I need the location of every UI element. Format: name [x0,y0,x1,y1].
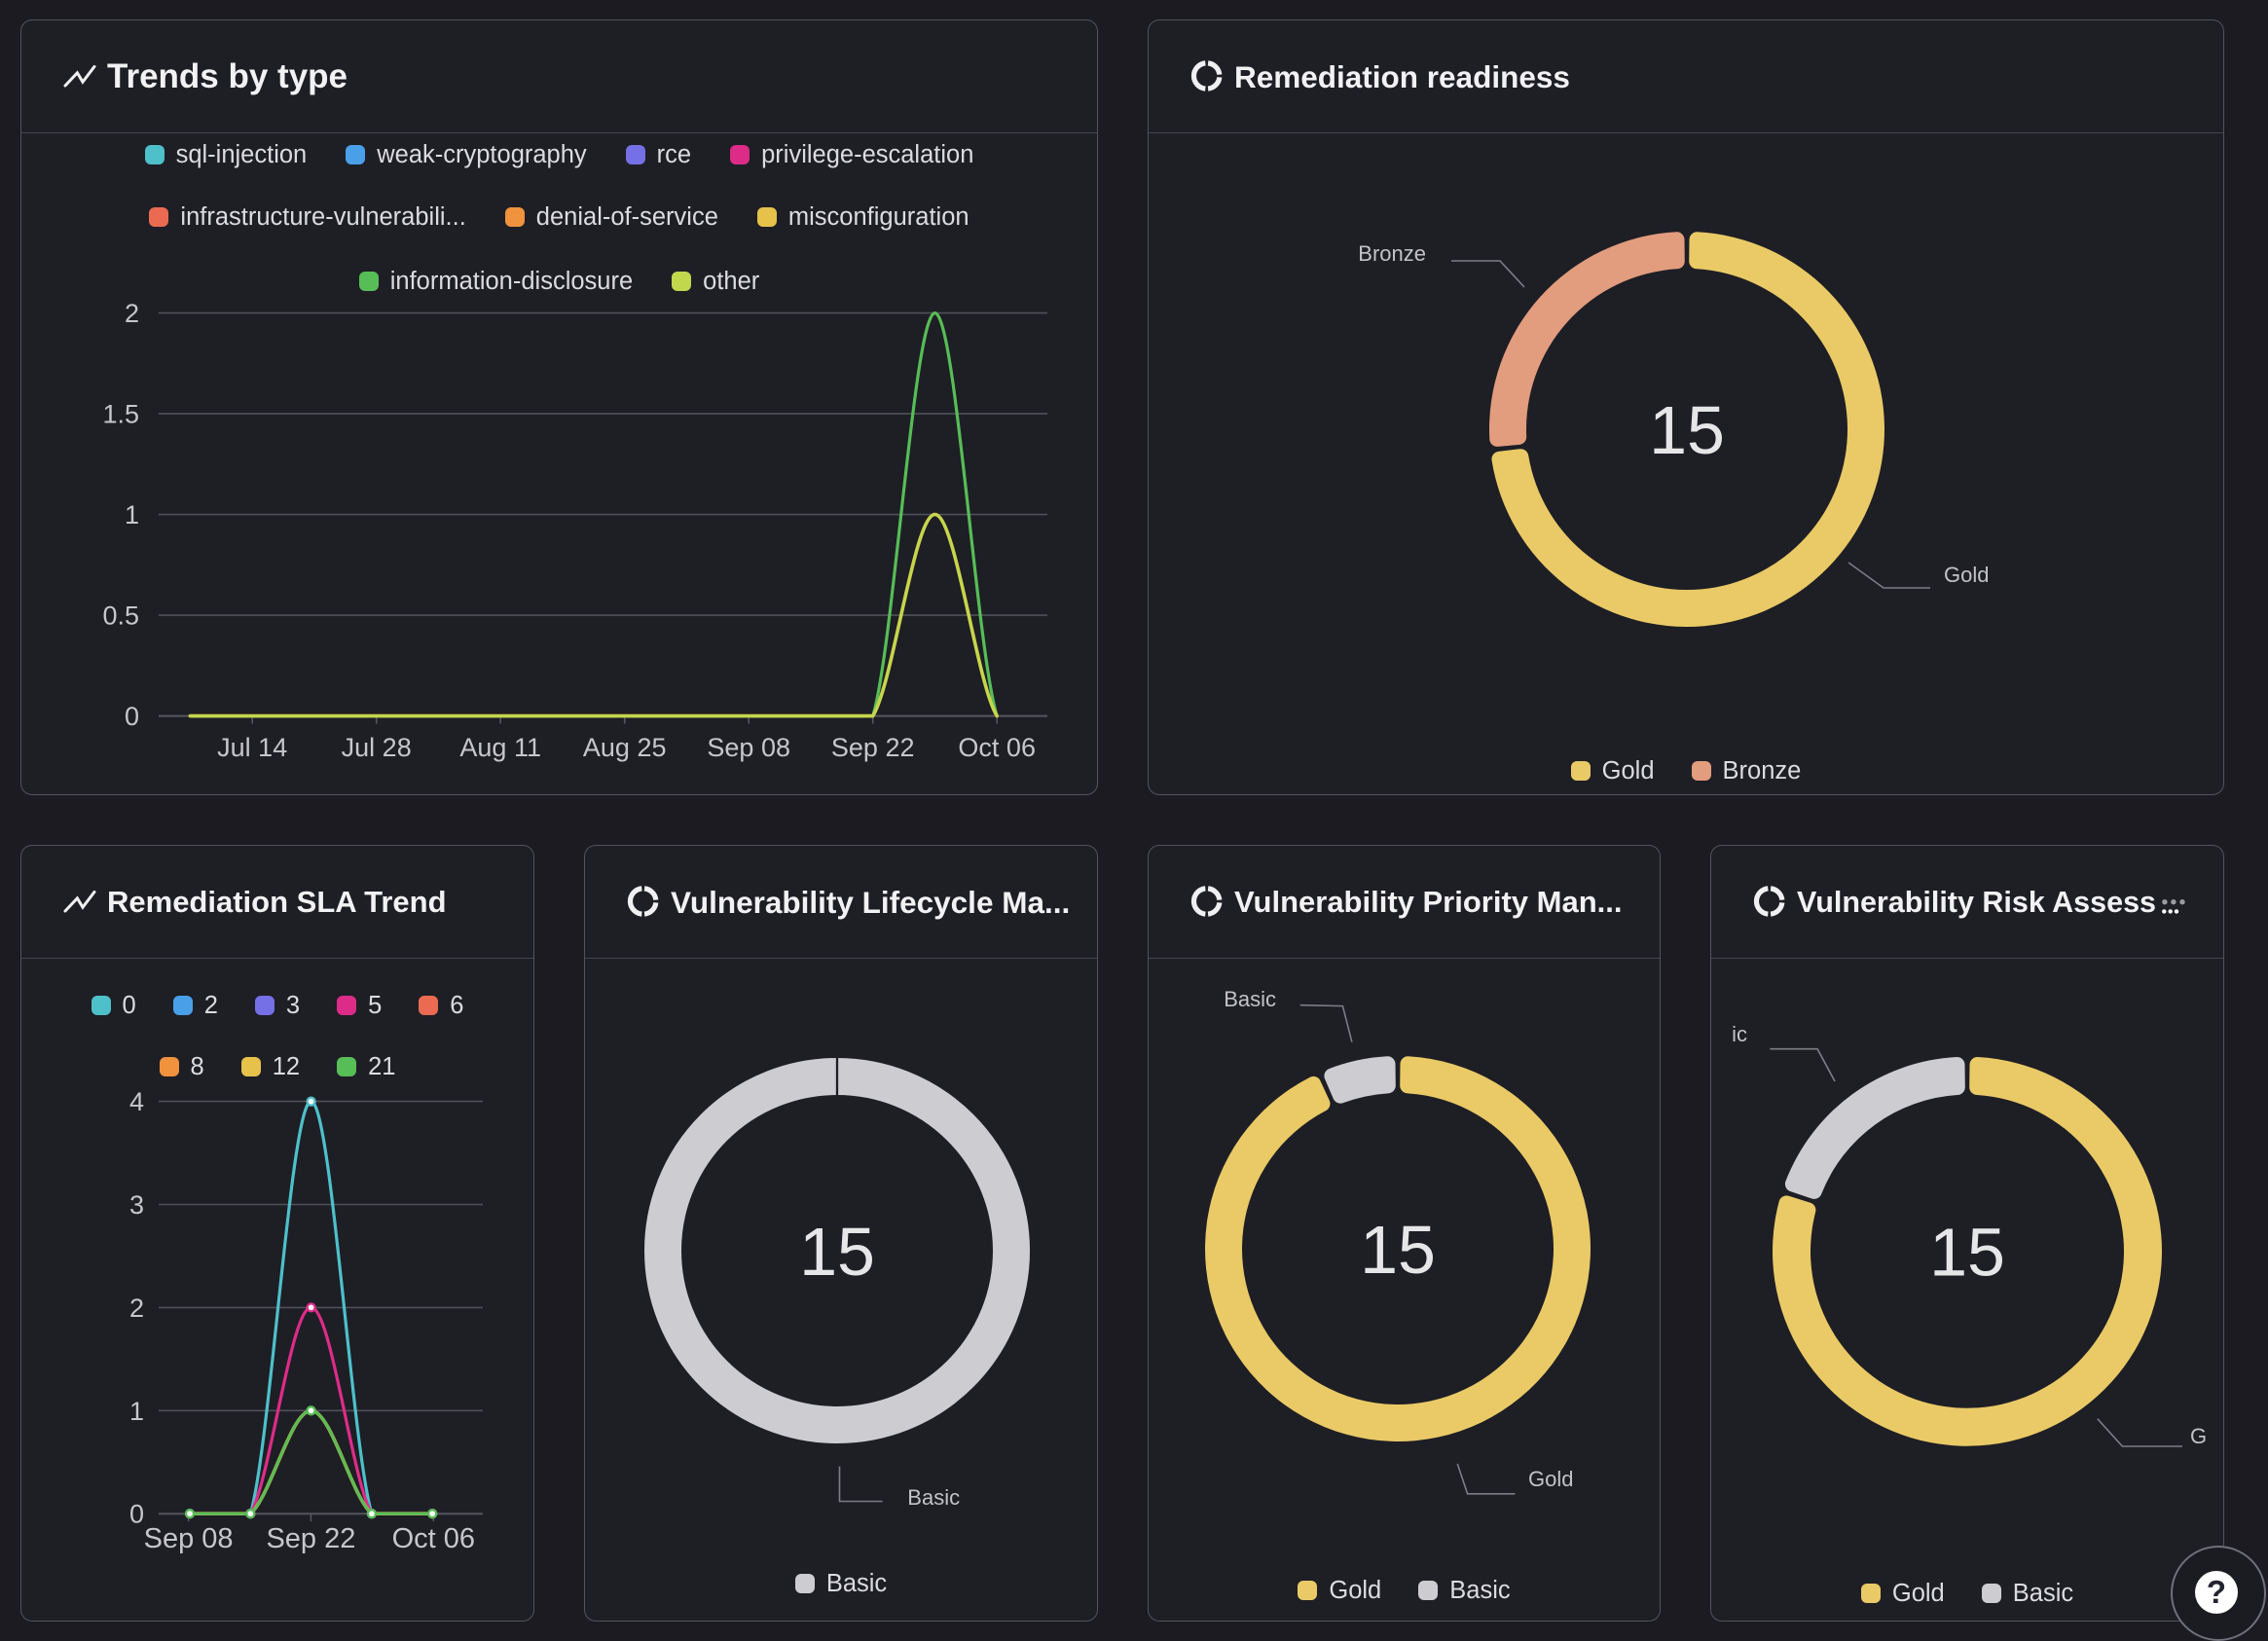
svg-text:Bronze: Bronze [1358,241,1426,266]
svg-text:Sep 08: Sep 08 [707,733,790,762]
svg-text:ic: ic [1732,1022,1747,1046]
svg-text:Aug 25: Aug 25 [583,733,667,762]
svg-text:Oct 06: Oct 06 [958,733,1036,762]
svg-text:0.5: 0.5 [102,602,139,631]
svg-text:Sep 22: Sep 22 [831,733,915,762]
svg-text:Basic: Basic [1224,987,1276,1011]
svg-text:15: 15 [1929,1215,2005,1291]
svg-text:Sep 08: Sep 08 [144,1523,234,1554]
svg-text:0: 0 [129,1500,144,1529]
svg-text:1: 1 [125,500,139,529]
svg-text:1.5: 1.5 [102,400,139,429]
svg-text:Jul 28: Jul 28 [342,733,412,762]
svg-text:3: 3 [129,1190,144,1220]
svg-text:Oct 06: Oct 06 [392,1523,475,1554]
svg-text:Aug 11: Aug 11 [459,733,541,762]
svg-text:15: 15 [799,1214,875,1290]
svg-text:4: 4 [129,1087,144,1116]
svg-text:Gold: Gold [1528,1467,1573,1491]
svg-text:Gold: Gold [1944,563,1989,587]
svg-text:Sep 22: Sep 22 [266,1523,355,1554]
svg-text:1: 1 [129,1397,144,1426]
svg-text:15: 15 [1649,392,1725,468]
svg-text:2: 2 [129,1294,144,1323]
svg-text:G: G [2190,1424,2207,1448]
svg-text:Basic: Basic [907,1485,960,1510]
svg-text:Jul 14: Jul 14 [217,733,287,762]
svg-text:15: 15 [1360,1212,1436,1288]
svg-text:2: 2 [125,299,139,328]
svg-text:0: 0 [125,702,139,731]
